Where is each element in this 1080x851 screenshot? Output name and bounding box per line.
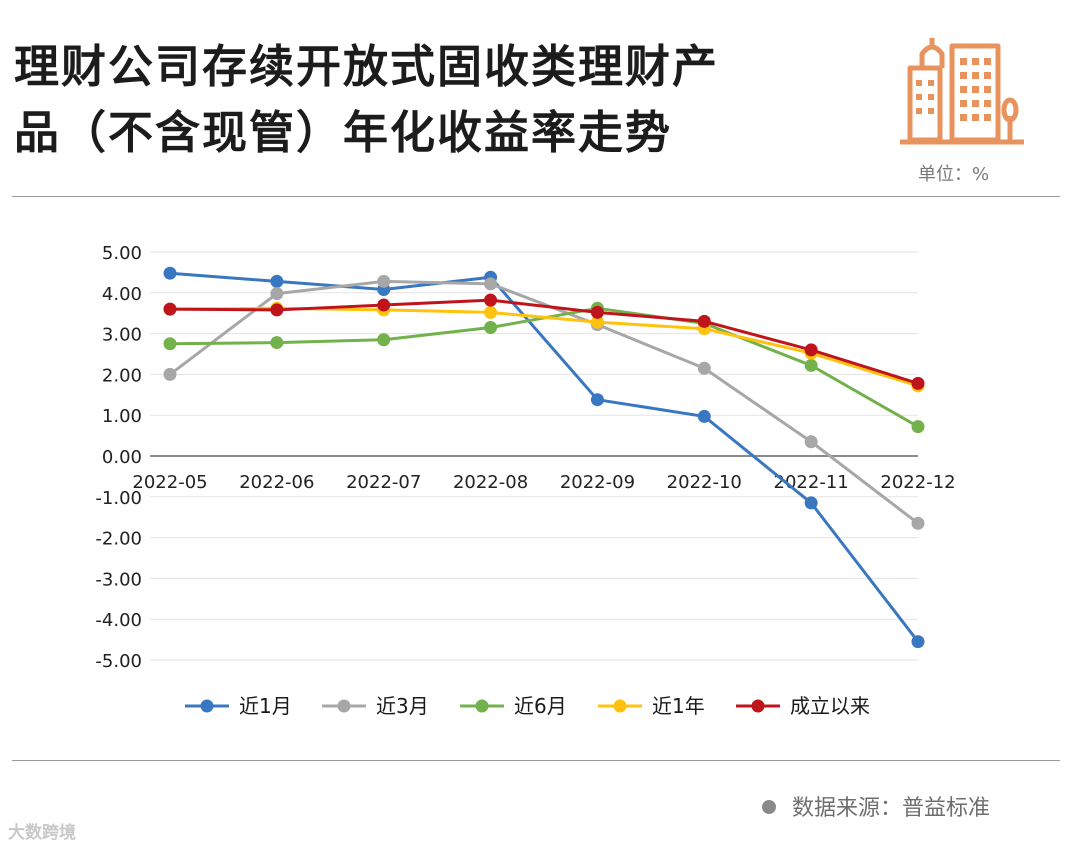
x-tick-label: 2022-06 — [239, 472, 314, 493]
header-divider — [12, 196, 1060, 197]
data-point — [484, 320, 498, 334]
data-point — [163, 302, 177, 316]
data-point — [484, 277, 498, 291]
data-point — [804, 496, 818, 510]
y-tick-label: 1.00 — [102, 406, 142, 427]
data-point — [804, 358, 818, 372]
legend-item: 近3月 — [322, 694, 429, 718]
data-source: 数据来源：普益标准 — [762, 790, 990, 822]
data-point — [590, 305, 604, 319]
legend-label: 近3月 — [376, 694, 429, 718]
y-tick-label: -4.00 — [95, 610, 142, 631]
data-point — [804, 435, 818, 449]
data-point — [377, 274, 391, 288]
series-line — [169, 279, 919, 525]
unit-label: 单位：% — [918, 164, 990, 185]
y-tick-label: -1.00 — [95, 488, 142, 509]
data-point — [270, 287, 284, 301]
y-tick-label: -5.00 — [95, 651, 142, 672]
legend: 近1月 近3月 近6月 近1年 成立以来 — [185, 694, 870, 718]
city-buildings-icon — [900, 38, 1024, 145]
legend-label: 近1月 — [239, 694, 292, 718]
series-3 — [163, 301, 925, 434]
data-point — [590, 315, 604, 329]
title-line-1: 理财公司存续开放式固收类理财产 — [14, 40, 720, 93]
data-point — [163, 266, 177, 280]
data-point — [804, 343, 818, 357]
data-point — [911, 420, 925, 434]
data-point — [377, 298, 391, 312]
legend-label: 近1年 — [652, 694, 705, 718]
data-point — [163, 337, 177, 351]
data-point — [270, 336, 284, 350]
data-point — [270, 303, 284, 317]
data-point — [484, 305, 498, 319]
bullet-icon — [762, 800, 776, 814]
series-line — [169, 298, 919, 385]
legend-label: 成立以来 — [790, 694, 870, 718]
y-tick-label: 2.00 — [102, 365, 142, 386]
x-axis-labels: 2022-05 2022-06 2022-07 2022-08 2022-09 2022-… — [132, 472, 955, 493]
grid-lines — [150, 251, 918, 661]
data-point — [911, 516, 925, 530]
x-tick-label: 2022-12 — [880, 472, 955, 493]
x-tick-label: 2022-10 — [667, 472, 742, 493]
y-tick-label: 5.00 — [102, 243, 142, 264]
data-point — [484, 293, 498, 307]
chart-title: 理财公司存续开放式固收类理财产 品（不含现管）年化收益率走势 — [14, 34, 894, 166]
legend-swatch-dot — [751, 699, 765, 713]
data-point — [911, 635, 925, 649]
data-point — [911, 376, 925, 390]
legend-swatch-dot — [200, 699, 214, 713]
data-point — [163, 367, 177, 381]
legend-item: 成立以来 — [736, 694, 870, 718]
data-source-text: 数据来源：普益标准 — [792, 796, 991, 821]
y-tick-label: 4.00 — [102, 284, 142, 305]
x-tick-label: 2022-08 — [453, 472, 528, 493]
y-tick-label: 3.00 — [102, 325, 142, 346]
title-line-2: 品（不含现管）年化收益率走势 — [14, 106, 673, 159]
series-2 — [163, 274, 925, 530]
y-tick-label: 0.00 — [102, 447, 142, 468]
legend-item: 近6月 — [460, 694, 567, 718]
x-tick-label: 2022-07 — [346, 472, 421, 493]
series-1 — [163, 266, 925, 649]
x-tick-label: 2022-05 — [132, 472, 207, 493]
data-point — [270, 274, 284, 288]
data-point — [697, 361, 711, 375]
brand-watermark: 大数跨境 — [8, 823, 76, 843]
series-5 — [163, 293, 925, 390]
y-tick-label: -2.00 — [95, 529, 142, 550]
line-chart: 5.00 4.00 3.00 2.00 1.00 0.00 -1.00 -2.00 -3.00 -… — [95, 243, 955, 718]
series-lines — [163, 266, 925, 649]
data-point — [697, 409, 711, 423]
legend-item: 近1年 — [598, 694, 705, 718]
legend-swatch-dot — [613, 699, 627, 713]
data-point — [590, 393, 604, 407]
series-line — [169, 271, 920, 643]
data-point — [697, 314, 711, 328]
footer-divider — [12, 760, 1060, 761]
legend-swatch-dot — [475, 699, 489, 713]
y-axis-labels: 5.00 4.00 3.00 2.00 1.00 0.00 -1.00 -2.00 -3.00 -… — [95, 243, 142, 672]
y-tick-label: -3.00 — [95, 569, 142, 590]
legend-label: 近6月 — [514, 694, 567, 718]
x-tick-label: 2022-09 — [560, 472, 635, 493]
data-point — [377, 333, 391, 347]
legend-item: 近1月 — [185, 694, 292, 718]
legend-swatch-dot — [337, 699, 351, 713]
